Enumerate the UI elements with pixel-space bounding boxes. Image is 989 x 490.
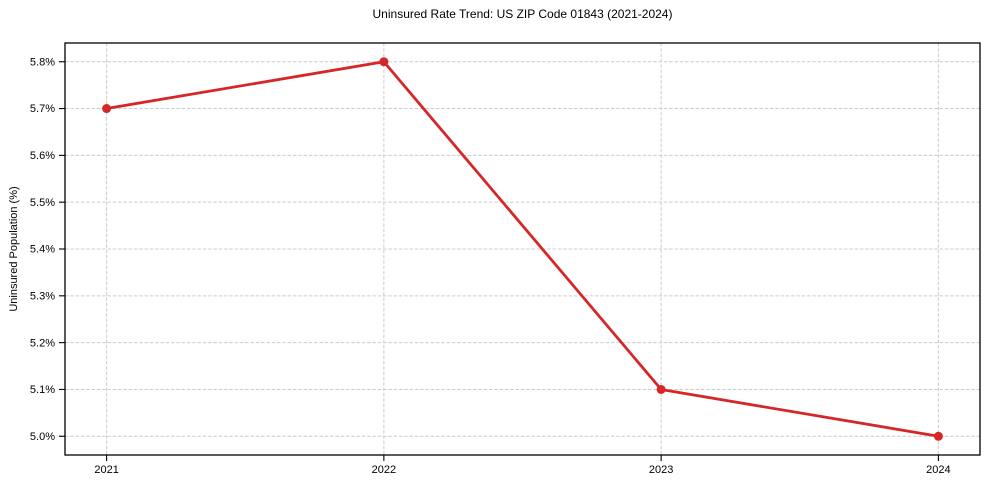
y-tick-label: 5.6%	[30, 150, 55, 162]
data-point-2022	[379, 57, 389, 67]
x-tick-label: 2023	[649, 464, 673, 476]
x-tick-label: 2021	[94, 464, 118, 476]
x-tick-label: 2022	[372, 464, 396, 476]
y-tick-label: 5.2%	[30, 337, 55, 349]
trend-line	[105, 60, 940, 438]
data-point-2021	[102, 104, 112, 114]
chart-title: Uninsured Rate Trend: US ZIP Code 01843 …	[372, 7, 673, 21]
y-tick-label: 5.4%	[30, 244, 55, 256]
x-tick-label: 2024	[926, 464, 950, 476]
y-tick-label: 5.7%	[30, 103, 55, 115]
y-tick-label: 5.8%	[30, 56, 55, 68]
y-tick-label: 5.1%	[30, 384, 55, 396]
y-tick-label: 5.0%	[30, 431, 55, 443]
y-tick-label: 5.3%	[30, 291, 55, 303]
y-tick-label: 5.5%	[30, 197, 55, 209]
data-point-2023	[656, 384, 666, 394]
data-point-2024	[933, 431, 943, 441]
